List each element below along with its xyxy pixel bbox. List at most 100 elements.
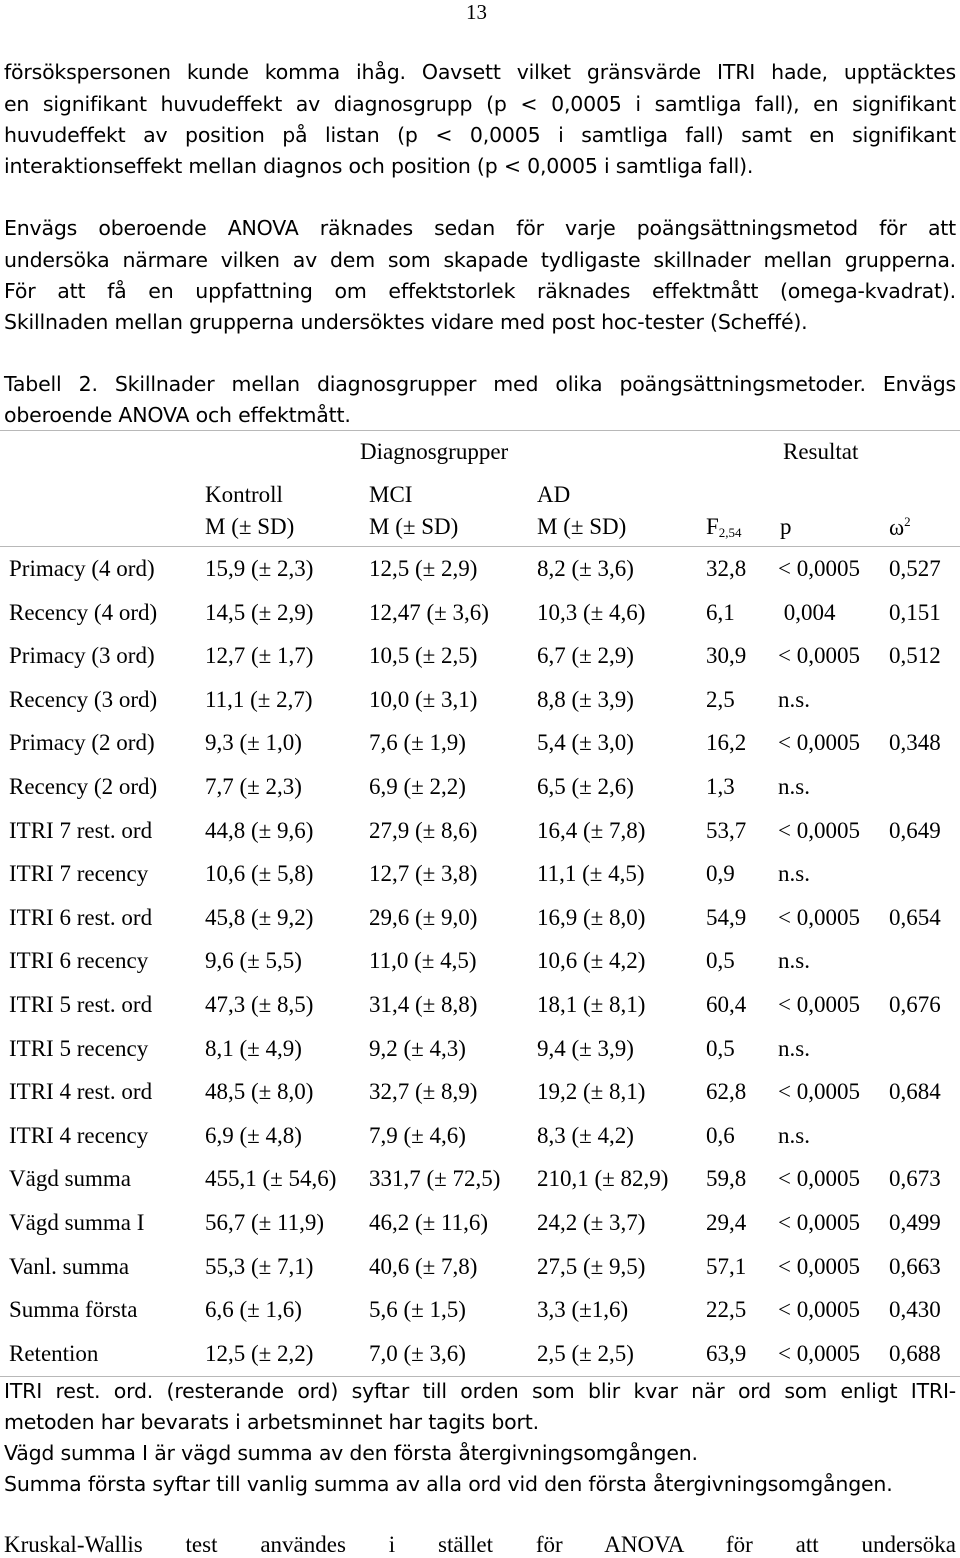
- cell-mci: 7,6 (± 1,9): [369, 730, 466, 755]
- cell-kontroll: 48,5 (± 8,0): [205, 1079, 314, 1104]
- cell-ad: 3,3 (±1,6): [537, 1297, 629, 1322]
- table-bottom-rule: [0, 1376, 960, 1377]
- cell-p: n.s.: [778, 687, 810, 712]
- caption-line: oberoende ANOVA och effektmått.: [4, 403, 351, 427]
- cell-f: 2,5: [706, 687, 735, 712]
- cell-kontroll: 9,3 (± 1,0): [205, 730, 302, 755]
- caption-line: Tabell 2. Skillnader mellan diagnosgrupp…: [4, 372, 956, 396]
- cell-p: < 0,0005: [778, 556, 860, 581]
- cell-f: 1,3: [706, 774, 735, 799]
- cell-p: < 0,0005: [778, 905, 860, 930]
- cell-f: 0,9: [706, 861, 735, 886]
- note-line: ITRI rest. ord. (resterande ord) syftar …: [4, 1379, 956, 1403]
- col-kontroll-msd: M (± SD): [205, 514, 295, 539]
- cell-kontroll: 6,9 (± 4,8): [205, 1123, 302, 1148]
- row-label: Primacy (4 ord): [9, 556, 155, 581]
- row-label: ITRI 5 recency: [9, 1036, 149, 1061]
- cell-f: 54,9: [706, 905, 747, 930]
- cell-omega: 0,688: [889, 1341, 941, 1366]
- row-label: Retention: [9, 1341, 99, 1366]
- cell-kontroll: 7,7 (± 2,3): [205, 774, 302, 799]
- cell-mci: 12,5 (± 2,9): [369, 556, 478, 581]
- cell-mci: 331,7 (± 72,5): [369, 1166, 501, 1191]
- cell-mci: 27,9 (± 8,6): [369, 818, 478, 843]
- col-mci-msd: M (± SD): [369, 514, 459, 539]
- paragraph-line: försökspersonen kunde komma ihåg. Oavset…: [4, 60, 956, 84]
- row-label: ITRI 7 recency: [9, 861, 149, 886]
- cell-f: 63,9: [706, 1341, 747, 1366]
- f-label: F: [706, 514, 719, 539]
- cell-mci: 10,5 (± 2,5): [369, 643, 478, 668]
- continuation-line: Kruskal-Wallis test användes i stället f…: [4, 1532, 956, 1557]
- row-label: ITRI 7 rest. ord: [9, 818, 153, 843]
- paragraph-line: För att få en uppfattning om effektstorl…: [4, 279, 956, 303]
- note-line: metoden har bevarats i arbetsminnet har …: [4, 1410, 539, 1434]
- cell-p: n.s.: [778, 1036, 810, 1061]
- cell-p: n.s.: [778, 774, 810, 799]
- cell-f: 6,1: [706, 600, 735, 625]
- row-label: Summa första: [9, 1297, 138, 1322]
- cell-omega: 0,676: [889, 992, 941, 1017]
- paragraph-line: huvudeffekt av position på listan (p < 0…: [4, 123, 956, 147]
- cell-omega: 0,430: [889, 1297, 941, 1322]
- cell-mci: 11,0 (± 4,5): [369, 948, 477, 973]
- page-number: 13: [466, 0, 487, 24]
- row-label: Vägd summa: [9, 1166, 132, 1191]
- cell-kontroll: 47,3 (± 8,5): [205, 992, 314, 1017]
- cell-ad: 2,5 (± 2,5): [537, 1341, 634, 1366]
- paragraph-line: en signifikant huvudeffekt av diagnosgru…: [4, 92, 956, 116]
- cell-kontroll: 455,1 (± 54,6): [205, 1166, 337, 1191]
- cell-f: 22,5: [706, 1297, 747, 1322]
- cell-omega: 0,654: [889, 905, 941, 930]
- cell-p: n.s.: [778, 861, 810, 886]
- cell-mci: 5,6 (± 1,5): [369, 1297, 466, 1322]
- omega-superscript: 2: [904, 514, 911, 529]
- cell-f: 30,9: [706, 643, 747, 668]
- cell-p: n.s.: [778, 948, 810, 973]
- cell-f: 59,8: [706, 1166, 747, 1191]
- col-p: p: [780, 514, 792, 539]
- cell-kontroll: 6,6 (± 1,6): [205, 1297, 302, 1322]
- cell-f: 16,2: [706, 730, 747, 755]
- cell-p: < 0,0005: [778, 992, 860, 1017]
- row-label: Vanl. summa: [9, 1254, 130, 1279]
- cell-f: 0,6: [706, 1123, 735, 1148]
- cell-ad: 5,4 (± 3,0): [537, 730, 634, 755]
- paragraph-line: undersöka närmare vilken av dem som skap…: [4, 248, 956, 272]
- paragraph-line: interaktionseffekt mellan diagnos och po…: [4, 154, 754, 178]
- cell-mci: 7,9 (± 4,6): [369, 1123, 466, 1148]
- cell-ad: 210,1 (± 82,9): [537, 1166, 669, 1191]
- cell-ad: 11,1 (± 4,5): [537, 861, 645, 886]
- table-header-rule: [0, 546, 960, 547]
- cell-ad: 8,8 (± 3,9): [537, 687, 634, 712]
- cell-p: < 0,0005: [778, 730, 860, 755]
- paragraph-line: Skillnaden mellan grupperna undersöktes …: [4, 310, 808, 334]
- cell-ad: 24,2 (± 3,7): [537, 1210, 646, 1235]
- cell-ad: 6,5 (± 2,6): [537, 774, 634, 799]
- cell-ad: 16,9 (± 8,0): [537, 905, 646, 930]
- table-top-rule: [0, 430, 960, 431]
- cell-omega: 0,684: [889, 1079, 941, 1104]
- cell-f: 62,8: [706, 1079, 747, 1104]
- row-label: ITRI 5 rest. ord: [9, 992, 153, 1017]
- row-label: Vägd summa I: [9, 1210, 145, 1235]
- row-label: Primacy (2 ord): [9, 730, 155, 755]
- cell-mci: 10,0 (± 3,1): [369, 687, 478, 712]
- cell-kontroll: 44,8 (± 9,6): [205, 818, 314, 843]
- cell-p: < 0,0005: [778, 643, 860, 668]
- cell-ad: 10,6 (± 4,2): [537, 948, 646, 973]
- row-label: ITRI 4 rest. ord: [9, 1079, 153, 1104]
- cell-mci: 31,4 (± 8,8): [369, 992, 478, 1017]
- cell-mci: 9,2 (± 4,3): [369, 1036, 466, 1061]
- cell-ad: 8,2 (± 3,6): [537, 556, 634, 581]
- cell-omega: 0,673: [889, 1166, 941, 1191]
- cell-mci: 7,0 (± 3,6): [369, 1341, 466, 1366]
- cell-p: 0,004: [778, 600, 836, 625]
- cell-ad: 27,5 (± 9,5): [537, 1254, 646, 1279]
- col-mci: MCI: [369, 482, 413, 507]
- cell-mci: 46,2 (± 11,6): [369, 1210, 489, 1235]
- row-label: ITRI 6 rest. ord: [9, 905, 153, 930]
- cell-mci: 6,9 (± 2,2): [369, 774, 466, 799]
- cell-p: < 0,0005: [778, 1166, 860, 1191]
- row-label: ITRI 4 recency: [9, 1123, 149, 1148]
